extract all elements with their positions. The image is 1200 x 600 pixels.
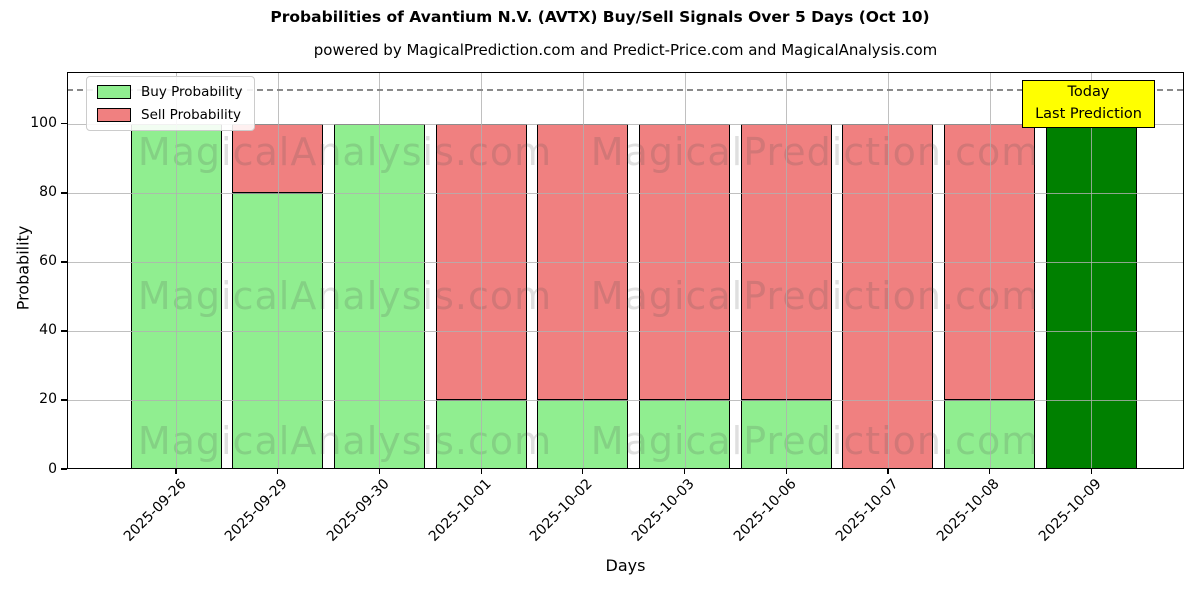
y-tick-mark (61, 192, 67, 194)
legend-label-sell: Sell Probability (141, 107, 242, 123)
y-tick-label: 80 (39, 184, 57, 201)
threshold-dashed-line (67, 89, 1184, 91)
today-annotation: Today Last Prediction (1022, 80, 1155, 128)
gridline-vertical (277, 72, 279, 469)
x-tick-label: 2025-10-02 (527, 476, 597, 545)
today-annotation-line1: Today (1067, 84, 1110, 101)
x-tick-mark (175, 469, 177, 474)
legend-item-sell: Sell Probability (97, 107, 242, 123)
y-tick-mark (61, 399, 67, 401)
watermark-text: MagicalAnalysis.com (137, 419, 553, 463)
legend-item-buy: Buy Probability (97, 84, 242, 100)
x-tick-mark (277, 469, 279, 474)
legend-label-buy: Buy Probability (141, 84, 243, 100)
plot-area: MagicalAnalysis.com MagicalPrediction.com… (67, 72, 1184, 469)
watermark-text: MagicalAnalysis.com (137, 130, 553, 174)
gridline-vertical (887, 72, 889, 469)
x-tick-label: 2025-10-07 (832, 476, 902, 545)
legend: Buy Probability Sell Probability (86, 76, 256, 131)
x-tick-label: 2025-10-06 (730, 476, 800, 545)
y-tick-label: 60 (39, 253, 57, 270)
x-tick-label: 2025-10-08 (934, 476, 1003, 545)
buy-probability-swatch (97, 85, 131, 99)
today-annotation-line2: Last Prediction (1035, 106, 1142, 122)
x-tick-mark (1090, 469, 1092, 474)
gridline-vertical (684, 72, 686, 469)
x-tick-label: 2025-09-30 (323, 476, 393, 545)
y-tick-mark (61, 468, 67, 470)
x-tick-mark (785, 469, 787, 474)
x-tick-mark (683, 469, 686, 474)
sell-probability-swatch (97, 108, 131, 122)
x-tick-mark (582, 469, 584, 474)
chart-subtitle: powered by MagicalPrediction.com and Pre… (313, 41, 938, 59)
gridline-vertical (989, 72, 991, 469)
gridline-horizontal (67, 192, 1184, 194)
grid-layer (67, 72, 1184, 469)
x-tick-mark (989, 469, 991, 474)
gridline-vertical (481, 72, 483, 469)
gridline-horizontal (67, 261, 1184, 263)
chart-title: Probabilities of Avantium N.V. (AVTX) Bu… (270, 8, 930, 26)
x-tick-label: 2025-10-09 (1035, 476, 1105, 545)
gridline-vertical (1091, 72, 1093, 469)
y-tick-mark (61, 261, 67, 263)
y-tick-label: 0 (48, 460, 57, 477)
x-tick-mark (378, 469, 381, 474)
gridline-horizontal (67, 330, 1184, 332)
watermark-layer: MagicalAnalysis.com MagicalPrediction.com… (67, 72, 1184, 469)
watermark-text: MagicalAnalysis.com (137, 274, 553, 318)
y-tick-label: 20 (39, 391, 57, 408)
y-tick-label: 40 (39, 322, 57, 339)
x-tick-mark (480, 469, 482, 474)
x-tick-label: 2025-09-29 (222, 476, 292, 545)
gridline-horizontal (67, 123, 1184, 125)
watermark-text: MagicalPrediction.com (590, 130, 1040, 174)
x-tick-mark (887, 469, 889, 474)
x-tick-label: 2025-10-03 (628, 476, 698, 545)
gridline-horizontal (67, 399, 1184, 401)
x-axis-label: Days (605, 556, 646, 575)
x-tick-label: 2025-09-26 (120, 476, 190, 545)
watermark-text: MagicalPrediction.com (590, 274, 1040, 318)
gridline-vertical (786, 72, 788, 469)
y-tick-mark (61, 330, 67, 332)
watermark-text: MagicalPrediction.com (590, 419, 1040, 463)
gridline-vertical (582, 72, 584, 469)
gridline-vertical (379, 72, 381, 469)
gridline-vertical (176, 72, 177, 469)
y-tick-mark (61, 123, 67, 125)
y-tick-label: 100 (30, 115, 57, 132)
x-tick-label: 2025-10-01 (425, 476, 495, 545)
